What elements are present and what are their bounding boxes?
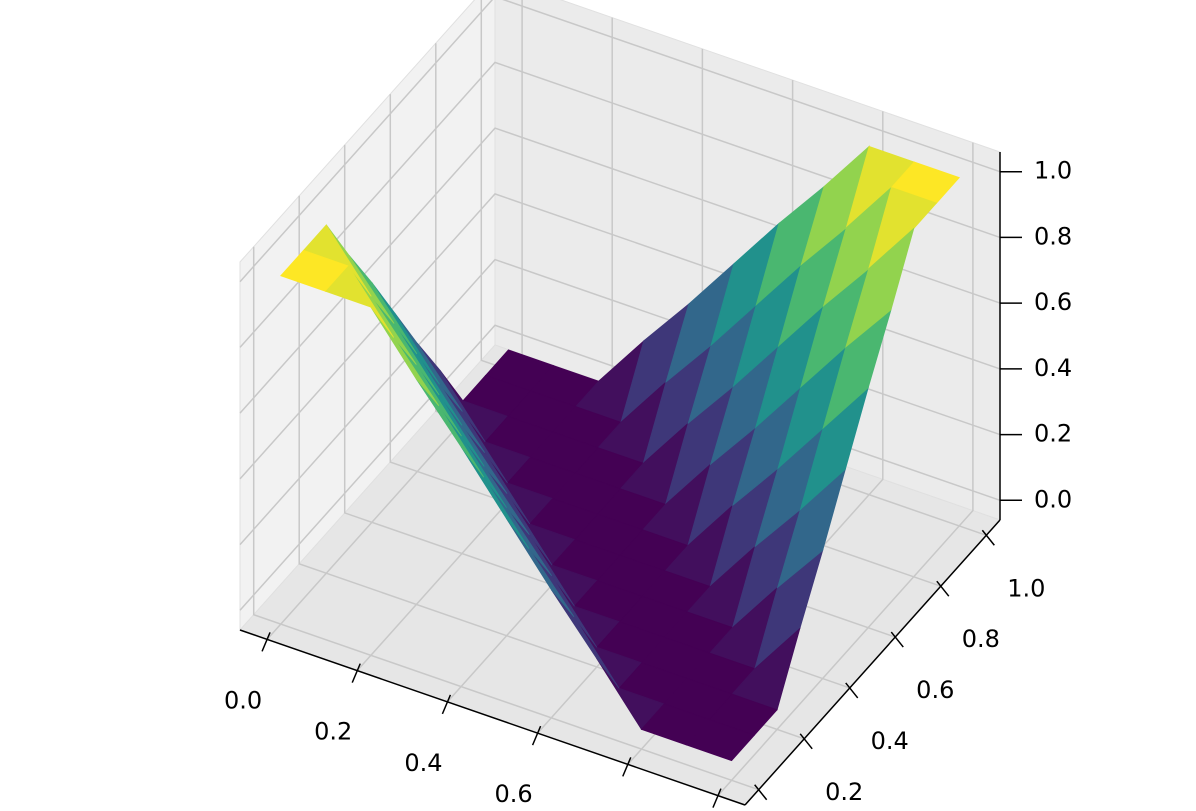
y-tick-label: 1.0	[1007, 574, 1045, 602]
y-tick-label: 0.4	[871, 727, 909, 755]
tick-mark	[441, 694, 452, 715]
x-tick-label: 0.6	[495, 780, 533, 808]
y-tick-label: 0.2	[825, 778, 863, 806]
x-tick-label: 0.2	[314, 718, 352, 746]
tick-mark	[890, 631, 904, 648]
grid-line	[717, 142, 974, 797]
x-axis-line	[239, 629, 746, 806]
y-tick-label: 0.6	[916, 676, 954, 704]
z-tick-label: 0.2	[1034, 420, 1072, 448]
grid-line	[252, 246, 759, 791]
tick-mark	[936, 580, 950, 597]
tick-mark	[261, 632, 271, 652]
tick-mark	[754, 784, 768, 801]
tick-mark	[799, 733, 813, 750]
x-tick-label: 0.0	[224, 686, 262, 714]
y-tick-label: 0.8	[962, 625, 1000, 653]
z-tick-label: 0.6	[1034, 288, 1072, 316]
z-tick-label: 0.0	[1034, 485, 1072, 513]
tick-mark	[712, 788, 722, 808]
surface-cell	[685, 719, 756, 762]
surface-cell	[845, 227, 915, 348]
tick-mark	[845, 682, 859, 699]
tick-mark	[981, 529, 995, 546]
z-tick-label: 1.0	[1034, 157, 1072, 185]
x-tick-label: 0.4	[404, 749, 442, 777]
z-tick-label: 0.8	[1034, 222, 1072, 250]
grid-line	[239, 0, 1001, 283]
surface-cell	[325, 265, 395, 338]
y-axis-line	[744, 519, 1001, 806]
z-tick-label: 0.4	[1034, 354, 1072, 382]
tick-mark	[351, 663, 361, 683]
tick-mark	[622, 757, 632, 777]
tick-mark	[531, 725, 542, 746]
